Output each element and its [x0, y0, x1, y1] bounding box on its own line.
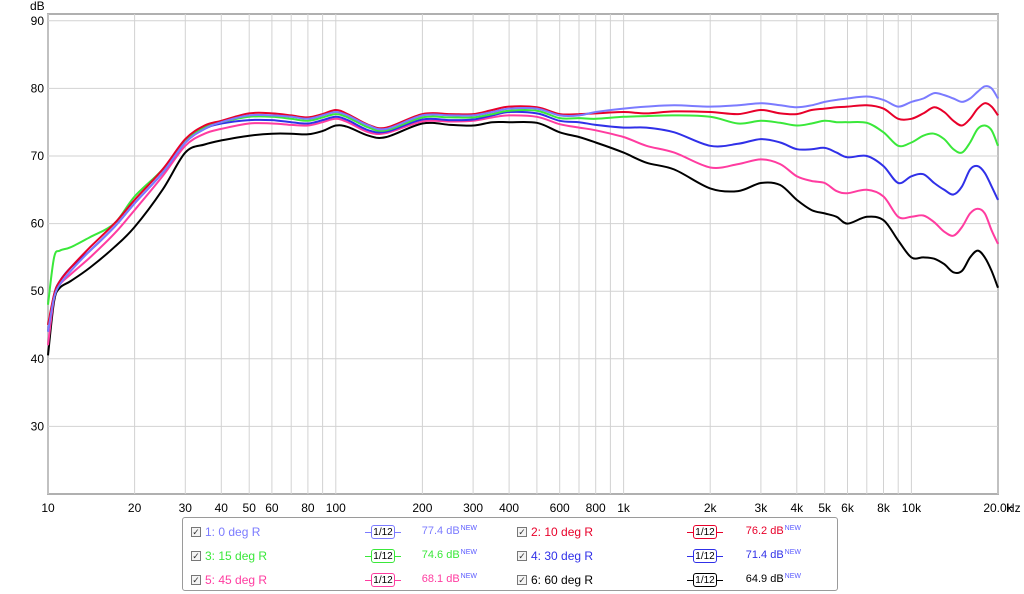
legend-3-label: 3: 15 deg R — [205, 549, 268, 563]
x-tick-label: 6k — [841, 501, 855, 515]
legend-5-new-badge: NEW — [460, 573, 477, 580]
legend-3-level-value: 74.6 dB — [421, 549, 460, 561]
x-tick-label: 300 — [463, 501, 483, 515]
y-tick-label: 90 — [31, 14, 45, 28]
legend-6-new-badge: NEW — [784, 573, 801, 580]
x-tick-label: 3k — [755, 501, 769, 515]
y-tick-label: 40 — [31, 352, 45, 366]
x-tick-label: 5k — [818, 501, 832, 515]
y-axis-label: dB — [30, 0, 45, 13]
legend-6-smoothing-button[interactable]: 1/12 — [687, 572, 723, 588]
y-tick-label: 50 — [31, 284, 45, 298]
x-tick-label: 10k — [902, 501, 922, 515]
x-tick-label: 4k — [790, 501, 804, 515]
x-tick-label: 800 — [586, 501, 606, 515]
x-tick-label: 20.0k — [983, 501, 1013, 515]
legend-3-smoothing-label: 1/12 — [371, 549, 395, 563]
legend-5-smoothing-label: 1/12 — [371, 573, 395, 587]
x-tick-label: 200 — [412, 501, 432, 515]
legend-1-entry: ✓ 1: 0 deg R — [191, 522, 260, 542]
legend-6-level: 64.9 dBNEW — [721, 573, 801, 585]
series-line-6 — [47, 120, 999, 356]
series-line-3 — [47, 108, 999, 305]
y-tick-label: 70 — [31, 149, 45, 163]
legend-1-smoothing-label: 1/12 — [371, 525, 395, 539]
x-tick-label: 1k — [617, 501, 631, 515]
series-line-2 — [47, 102, 999, 326]
legend-1-checkbox[interactable]: ✓ — [191, 526, 201, 537]
legend-2-smoothing-label: 1/12 — [693, 525, 717, 539]
x-tick-label: 20 — [128, 501, 142, 515]
x-tick-label: 40 — [215, 501, 229, 515]
x-tick-label: 600 — [550, 501, 570, 515]
legend-1-level-value: 77.4 dB — [421, 525, 460, 537]
legend-1-new-badge: NEW — [460, 525, 477, 532]
x-tick-label: 8k — [877, 501, 891, 515]
plot-area — [47, 13, 999, 495]
legend-4-checkbox[interactable]: ✓ — [517, 550, 527, 561]
legend-2-label: 2: 10 deg R — [531, 525, 594, 539]
legend-6-smoothing-label: 1/12 — [693, 573, 717, 587]
legend-6-level-value: 64.9 dB — [745, 573, 784, 585]
y-tick-label: 80 — [31, 81, 45, 95]
x-tick-label: 10 — [41, 501, 55, 515]
series-lines — [47, 85, 999, 356]
axis-labels: dB Hz 30 40 50 60 70 80 90 10 20 30 40 50 60 80 100 200… — [30, 0, 1021, 515]
x-tick-label: 30 — [179, 501, 193, 515]
legend-2-new-badge: NEW — [784, 525, 801, 532]
legend-5-smoothing-button[interactable]: 1/12 — [365, 572, 401, 588]
legend-6-checkbox[interactable]: ✓ — [517, 574, 527, 585]
legend-2-smoothing-button[interactable]: 1/12 — [687, 524, 723, 540]
legend-5-level: 68.1 dBNEW — [397, 573, 477, 585]
legend-3-new-badge: NEW — [460, 549, 477, 556]
x-tick-label: 80 — [301, 501, 315, 515]
legend-4-entry: ✓ 4: 30 deg R — [517, 546, 593, 566]
legend-5-checkbox[interactable]: ✓ — [191, 574, 201, 585]
legend: ✓ 1: 0 deg R 1/12 77.4 dBNEW ✓ 2: 10 deg R 1/1… — [182, 517, 838, 591]
legend-5-entry: ✓ 5: 45 deg R — [191, 570, 267, 590]
legend-6-entry: ✓ 6: 60 deg R — [517, 570, 593, 590]
series-line-1 — [47, 85, 999, 332]
legend-3-checkbox[interactable]: ✓ — [191, 550, 201, 561]
legend-2-checkbox[interactable]: ✓ — [517, 526, 527, 537]
legend-1-smoothing-button[interactable]: 1/12 — [365, 524, 401, 540]
x-tick-label: 400 — [499, 501, 519, 515]
legend-4-smoothing-label: 1/12 — [693, 549, 717, 563]
legend-6-label: 6: 60 deg R — [531, 573, 594, 587]
x-axis-unit: Hz — [1006, 501, 1021, 515]
x-tick-label: 2k — [704, 501, 718, 515]
legend-4-smoothing-button[interactable]: 1/12 — [687, 548, 723, 564]
series-line-5 — [47, 114, 999, 346]
legend-2-level: 76.2 dBNEW — [721, 525, 801, 537]
legend-4-label: 4: 30 deg R — [531, 549, 594, 563]
legend-4-level-value: 71.4 dB — [745, 549, 784, 561]
legend-2-level-value: 76.2 dB — [745, 525, 784, 537]
legend-1-label: 1: 0 deg R — [205, 525, 261, 539]
legend-4-level: 71.4 dBNEW — [721, 549, 801, 561]
legend-3-smoothing-button[interactable]: 1/12 — [365, 548, 401, 564]
x-tick-label: 50 — [243, 501, 257, 515]
legend-5-level-value: 68.1 dB — [421, 573, 460, 585]
y-tick-label: 30 — [31, 419, 45, 433]
y-tick-label: 60 — [31, 217, 45, 231]
legend-5-label: 5: 45 deg R — [205, 573, 268, 587]
legend-1-level: 77.4 dBNEW — [397, 525, 477, 537]
legend-3-entry: ✓ 3: 15 deg R — [191, 546, 267, 566]
x-tick-label: 100 — [326, 501, 346, 515]
x-tick-label: 60 — [265, 501, 279, 515]
legend-2-entry: ✓ 2: 10 deg R — [517, 522, 593, 542]
grid — [47, 14, 999, 494]
legend-4-new-badge: NEW — [784, 549, 801, 556]
legend-3-level: 74.6 dBNEW — [397, 549, 477, 561]
